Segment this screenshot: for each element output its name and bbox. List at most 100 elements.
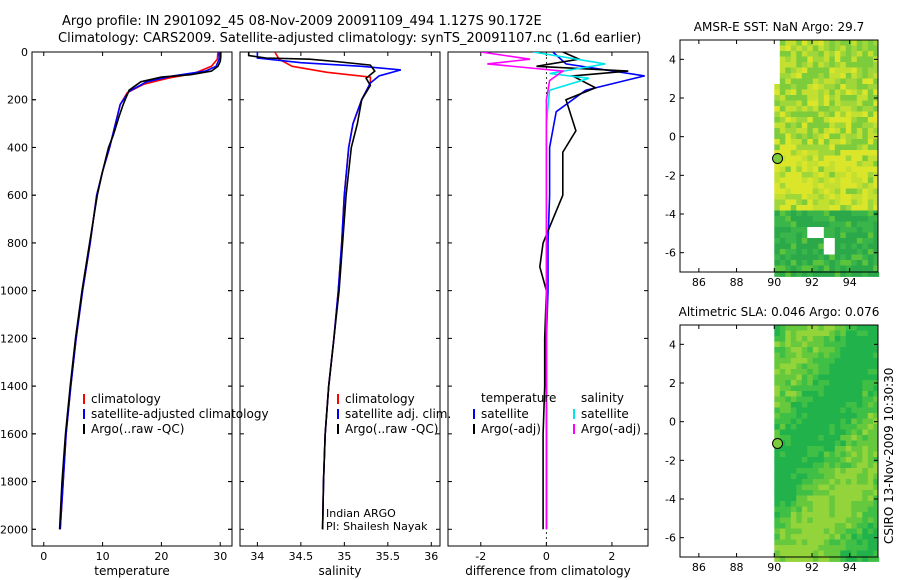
map-cell <box>823 227 830 233</box>
map-cell <box>801 418 808 425</box>
map-cell <box>812 358 819 364</box>
map-cell <box>785 407 792 414</box>
map-cell <box>840 407 847 414</box>
map-title: Altimetric SLA: 0.046 Argo: 0.076 <box>679 305 880 319</box>
series-line-climatology <box>59 52 219 530</box>
map-cell <box>823 435 830 441</box>
map-cell <box>851 429 858 436</box>
map-cell <box>807 100 814 107</box>
map-cell <box>774 413 781 419</box>
map-cell <box>818 506 825 513</box>
map-cell <box>840 380 847 386</box>
map-cell <box>862 341 869 348</box>
map-cell <box>779 100 786 107</box>
legend-entry: climatology <box>91 392 161 406</box>
map-cell <box>862 62 869 68</box>
map-cell <box>807 221 814 228</box>
map-cell <box>873 139 880 145</box>
map-cell <box>840 78 847 85</box>
map-cell <box>807 199 814 206</box>
map-cell <box>856 429 863 436</box>
map-cell <box>812 418 819 425</box>
map-cell <box>790 528 797 535</box>
map-cell <box>873 150 880 156</box>
map-cell <box>851 512 858 518</box>
map-cell <box>812 128 819 134</box>
map-cell <box>851 133 858 140</box>
map-cell <box>818 155 825 162</box>
map-cell <box>867 347 874 353</box>
map-cell <box>785 336 792 342</box>
map-cell <box>845 385 852 392</box>
map-cell <box>779 177 786 184</box>
map-cell <box>845 172 852 178</box>
y-tick-label: 200 <box>7 94 28 107</box>
map-cell <box>851 556 858 562</box>
map-cell <box>867 122 874 129</box>
map-cell <box>796 194 803 200</box>
map-cell <box>829 188 836 195</box>
map-cell <box>845 221 852 228</box>
map-cell <box>774 243 781 250</box>
map-cell <box>834 45 841 52</box>
map-cell <box>812 407 819 414</box>
map-cell <box>785 556 792 562</box>
map-cell <box>812 402 819 408</box>
map-cell <box>801 440 808 447</box>
map-cell <box>823 556 830 562</box>
map-cell <box>856 479 863 485</box>
map-cell <box>796 150 803 156</box>
map-cell <box>801 347 808 353</box>
temperature-frame <box>31 51 233 547</box>
map-cell <box>801 133 808 140</box>
map-cell <box>807 490 814 496</box>
map-cell <box>796 139 803 145</box>
map-cell <box>856 341 863 348</box>
map-cell <box>867 479 874 485</box>
map-cell <box>807 495 814 502</box>
map-cell <box>790 271 797 277</box>
map-cell <box>862 133 869 140</box>
map-cell <box>807 484 814 491</box>
map-cell <box>867 336 874 342</box>
map-cell <box>873 501 880 507</box>
map-cell <box>790 232 797 239</box>
map-cell <box>867 407 874 414</box>
map-cell <box>774 484 781 491</box>
map-cell <box>818 238 825 244</box>
map-cell <box>834 51 841 57</box>
map-cell <box>823 407 830 414</box>
map-cell <box>785 325 792 331</box>
map-cell <box>774 260 781 266</box>
map-cell <box>812 199 819 206</box>
map-cell <box>845 73 852 79</box>
map-cell <box>851 78 858 85</box>
map-cell <box>807 534 814 540</box>
map-cell <box>796 67 803 74</box>
map-cell <box>851 534 858 540</box>
map-cell <box>818 556 825 562</box>
map-cell <box>812 78 819 85</box>
map-cell <box>840 512 847 518</box>
map-cell <box>779 446 786 452</box>
map-cell <box>779 111 786 118</box>
map-cell <box>856 347 863 353</box>
map-cell <box>812 468 819 474</box>
map-cell <box>840 539 847 546</box>
map-cell <box>774 501 781 507</box>
map-cell <box>840 188 847 195</box>
map-cell <box>796 95 803 101</box>
map-cell <box>873 177 880 184</box>
map-cell <box>834 495 841 502</box>
map-cell <box>823 457 830 463</box>
map-cell <box>856 111 863 118</box>
map-cell <box>856 396 863 403</box>
map-cell <box>856 501 863 507</box>
map-cell <box>807 128 814 134</box>
x-tick-label: 92 <box>805 561 819 574</box>
map-cell <box>862 161 869 167</box>
map-cell <box>774 523 781 529</box>
map-cell <box>823 385 830 392</box>
map-cell <box>823 260 830 266</box>
